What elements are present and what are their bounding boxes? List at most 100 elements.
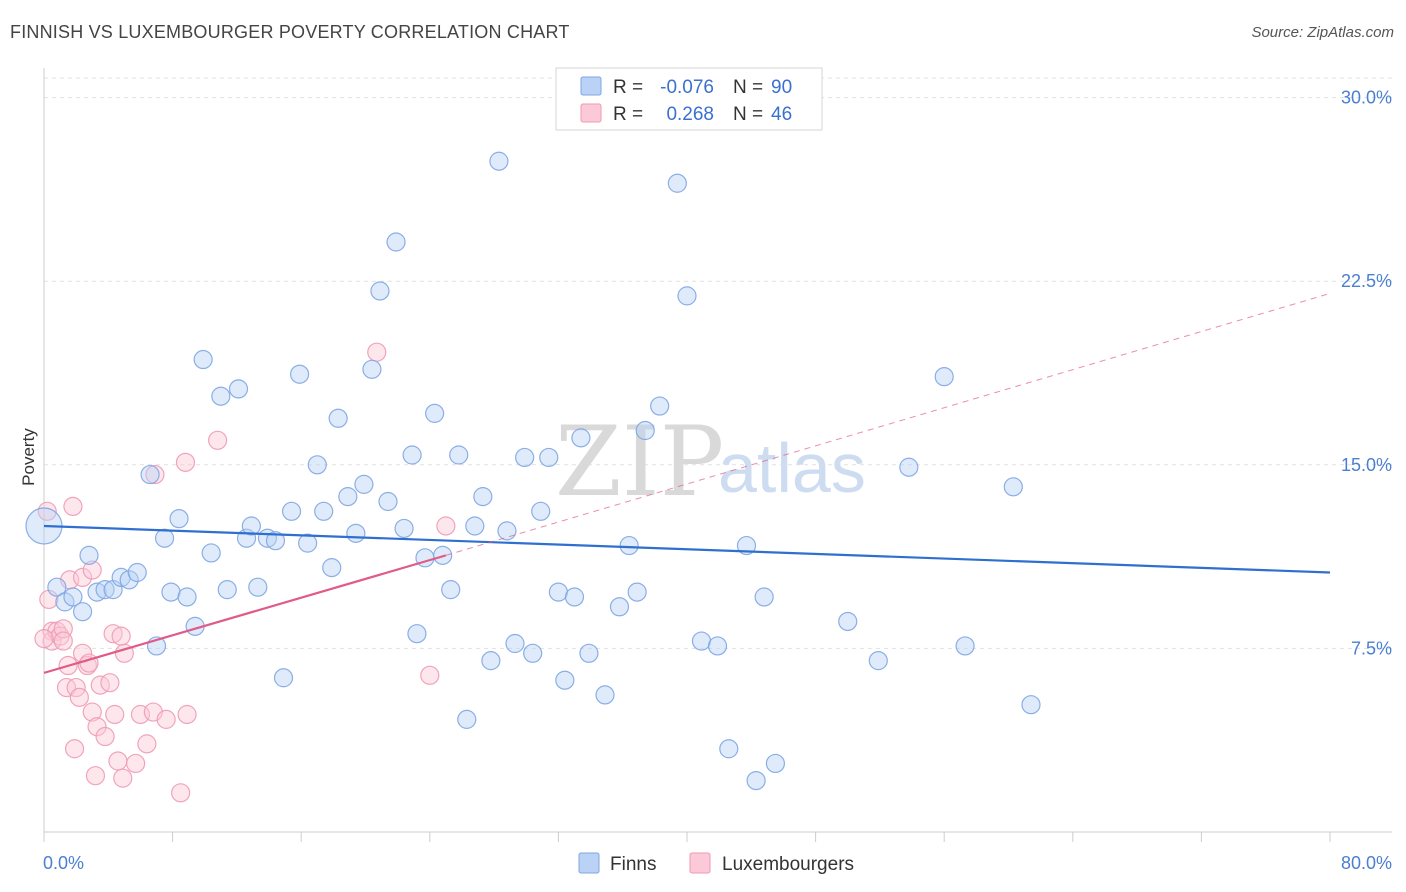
x-tick-label-min: 0.0% [43,853,84,873]
finns-point-30 [281,501,302,521]
legend-swatch-luxembourgers [580,103,602,123]
finns-point-51 [449,445,469,465]
luxembourgers-point-14 [69,687,89,707]
finns-point-54 [473,487,493,507]
finns-point-56 [489,151,509,171]
luxembourgers-point-45 [34,629,54,649]
stats-legend: R = -0.076 N = 90 R = 0.268 N = 46 [555,67,823,131]
luxembourgers-point-39 [175,452,196,472]
finns-point-25 [241,516,261,536]
finns-point-52 [457,709,477,729]
luxembourgers-point-19 [82,560,102,580]
finns-point-5 [79,545,99,565]
series-legend-swatch-finns [578,852,600,874]
finns-point-78 [719,739,739,759]
finns-point-35 [322,558,342,578]
finns-point-57 [497,521,517,541]
axes [43,68,1392,842]
finns-point-55 [481,651,501,671]
luxembourgers-point-42 [367,342,387,362]
finns-point-67 [579,643,599,663]
finns-point-11 [127,562,147,583]
finns-point-83 [838,611,858,632]
luxembourgers-point-32 [126,753,146,774]
finns-point-32 [298,533,318,553]
luxembourgers-point-44 [436,516,456,536]
finns-point-86 [934,367,954,387]
finns-point-79 [736,535,757,556]
legend-n-value-luxembourgers: 46 [771,104,792,125]
finns-point-73 [650,396,670,416]
finns-point-20 [201,543,221,563]
luxembourgers-point-38 [171,783,191,803]
finns-point-84 [868,651,888,671]
finns-points [25,151,1041,791]
finns-point-14 [154,528,175,548]
finns-point-15 [161,582,181,602]
x-tick-label-max: 80.0% [1341,853,1392,873]
legend-r-label-luxembourgers: R = [613,104,643,125]
finns-point-29 [273,668,294,688]
chart-source: Source: ZipAtlas.com [1251,24,1394,41]
luxembourgers-point-20 [82,702,102,722]
finns-point-4 [72,602,93,622]
series-legend: Finns Luxembourgers [578,852,854,875]
luxembourgers-point-27 [105,704,125,725]
finns-point-36 [328,408,348,428]
luxembourgers-point-40 [177,704,197,725]
finns-point-75 [677,286,697,306]
finns-point-42 [378,491,398,512]
finns-point-28 [265,531,286,551]
finns-trend-line [43,524,1331,574]
legend-n-value-finns: 90 [771,77,792,98]
finns-point-1 [47,577,67,597]
y-tick-label-1: 15.0% [1341,455,1392,475]
finns-point-85 [899,457,919,477]
luxembourgers-point-26 [103,624,123,644]
grid-lines [44,77,1392,649]
luxembourgers-point-36 [145,464,165,485]
finns-point-82 [765,753,786,774]
finns-point-3 [63,587,83,607]
finns-point-16 [169,509,189,529]
finns-point-41 [370,281,390,301]
finns-point-89 [1021,695,1041,715]
luxembourgers-point-16 [72,567,93,588]
finns-point-10 [119,570,139,590]
luxembourgers-point-11 [63,496,83,517]
finns-point-58 [505,633,525,654]
finns-point-74 [667,173,687,193]
trend-lines [43,292,1331,674]
finns-point-63 [548,582,569,602]
y-tick-label-0: 7.5% [1351,638,1392,658]
watermark-atlas: atlas [718,429,866,507]
finns-point-71 [627,582,647,602]
y-tick-labels: 7.5% 15.0% 22.5% 30.0% [1341,88,1392,659]
finns-point-87 [955,636,975,656]
finns-point-65 [564,587,585,607]
finns-point-50 [441,580,461,600]
finns-point-6 [87,582,107,602]
y-tick-label-3: 30.0% [1341,88,1392,108]
finns-point-7 [95,580,115,600]
finns-point-21 [211,386,231,406]
finns-point-37 [338,487,358,507]
finns-point-39 [354,474,374,494]
finns-point-46 [407,624,427,644]
series-legend-swatch-luxembourgers [689,852,711,874]
x-tick-labels: 0.0% 80.0% [43,853,1392,873]
finns-point-34 [314,501,334,521]
legend-r-value-finns: -0.076 [660,77,714,98]
finns-point-81 [754,587,774,607]
legend-swatch-finns [580,76,602,96]
luxembourgers-point-30 [113,768,133,788]
luxembourgers-point-43 [420,665,440,685]
finns-point-45 [402,445,422,465]
finns-point-88 [1003,477,1023,497]
finns-point-17 [177,587,197,607]
luxembourgers-point-28 [108,751,128,771]
finns-point-68 [595,685,615,705]
finns-point-19 [193,349,213,370]
finns-point-38 [346,523,366,543]
finns-point-53 [465,516,485,536]
